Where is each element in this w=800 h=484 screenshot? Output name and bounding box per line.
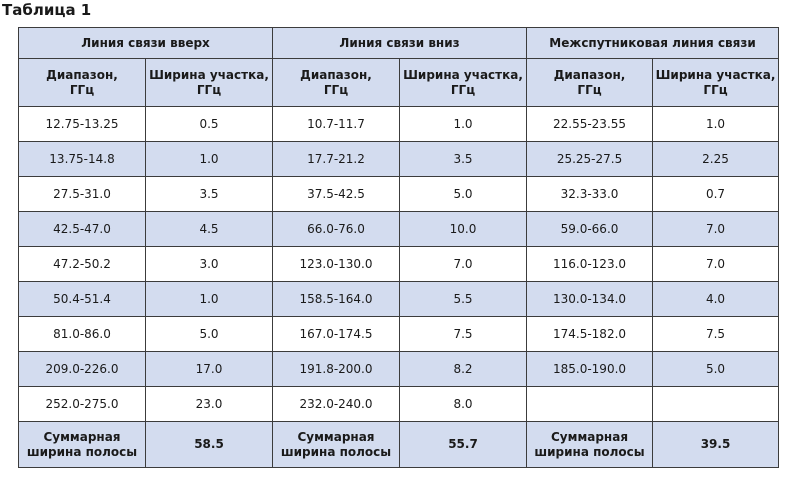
width-cell: 8.2	[398, 351, 528, 387]
total-row: Суммарная ширина полосы 58.5 Суммарная ш…	[18, 421, 780, 468]
range-cell: 81.0-86.0	[18, 316, 146, 352]
range-cell: 37.5-42.5	[272, 176, 400, 212]
width-cell: 3.0	[145, 246, 273, 282]
width-cell: 23.0	[145, 386, 273, 422]
total-label: Суммарная ширина полосы	[272, 421, 400, 468]
range-cell: 174.5-182.0	[526, 316, 654, 352]
total-value: 58.5	[145, 421, 273, 468]
group-header-intersatellite: Межспутниковая линия связи	[526, 27, 780, 59]
width-cell: 3.5	[145, 176, 273, 212]
width-cell: 1.0	[398, 106, 528, 142]
range-cell: 123.0-130.0	[272, 246, 400, 282]
range-cell: 209.0-226.0	[18, 351, 146, 387]
table-row: 252.0-275.0 23.0 232.0-240.0 8.0	[18, 386, 780, 422]
range-cell: 232.0-240.0	[272, 386, 400, 422]
width-cell: 1.0	[145, 141, 273, 177]
table-row: 12.75-13.25 0.5 10.7-11.7 1.0 22.55-23.55 1.0	[18, 106, 780, 142]
width-cell: 7.5	[398, 316, 528, 352]
total-label: Суммарная ширина полосы	[526, 421, 654, 468]
range-cell: 47.2-50.2	[18, 246, 146, 282]
range-cell: 130.0-134.0	[526, 281, 654, 317]
range-cell: 191.8-200.0	[272, 351, 400, 387]
width-cell: 7.0	[398, 246, 528, 282]
range-cell: 59.0-66.0	[526, 211, 654, 247]
width-cell: 7.0	[652, 211, 780, 247]
column-header-range: Диапазон, ГГц	[18, 58, 146, 107]
width-cell: 5.0	[145, 316, 273, 352]
total-value: 39.5	[652, 421, 780, 468]
width-cell: 3.5	[398, 141, 528, 177]
column-header-width: Ширина участка, ГГц	[652, 58, 780, 107]
width-cell: 5.0	[652, 351, 780, 387]
width-cell: 10.0	[398, 211, 528, 247]
table-row: 47.2-50.2 3.0 123.0-130.0 7.0 116.0-123.0 7.0	[18, 246, 780, 282]
width-cell: 0.7	[652, 176, 780, 212]
range-cell: 17.7-21.2	[272, 141, 400, 177]
range-cell: 66.0-76.0	[272, 211, 400, 247]
table-row: 81.0-86.0 5.0 167.0-174.5 7.5 174.5-182.0 7.5	[18, 316, 780, 352]
width-cell: 7.5	[652, 316, 780, 352]
range-cell: 185.0-190.0	[526, 351, 654, 387]
range-cell: 32.3-33.0	[526, 176, 654, 212]
sub-header-row: Диапазон, ГГц Ширина участка, ГГц Диапаз…	[18, 58, 780, 107]
range-cell: 27.5-31.0	[18, 176, 146, 212]
width-cell: 0.5	[145, 106, 273, 142]
table-row: 209.0-226.0 17.0 191.8-200.0 8.2 185.0-190.0…	[18, 351, 780, 387]
range-cell: 158.5-164.0	[272, 281, 400, 317]
range-cell: 22.55-23.55	[526, 106, 654, 142]
group-header-downlink: Линия связи вниз	[271, 27, 528, 59]
range-cell: 12.75-13.25	[18, 106, 146, 142]
range-cell: 25.25-27.5	[526, 141, 654, 177]
table-row: 50.4-51.4 1.0 158.5-164.0 5.5 130.0-134.0 4.0	[18, 281, 780, 317]
range-cell: 10.7-11.7	[272, 106, 400, 142]
width-cell: 7.0	[652, 246, 780, 282]
table-row: 27.5-31.0 3.5 37.5-42.5 5.0 32.3-33.0 0.7	[18, 176, 780, 212]
width-cell: 4.5	[145, 211, 273, 247]
width-cell: 8.0	[398, 386, 528, 422]
table-row: 13.75-14.8 1.0 17.7-21.2 3.5 25.25-27.5 2.25	[18, 141, 780, 177]
range-cell: 50.4-51.4	[18, 281, 146, 317]
range-cell: 252.0-275.0	[18, 386, 146, 422]
table-body: 12.75-13.25 0.5 10.7-11.7 1.0 22.55-23.55 1.0…	[18, 106, 780, 422]
range-cell: 42.5-47.0	[18, 211, 146, 247]
width-cell: 5.0	[398, 176, 528, 212]
column-header-width: Ширина участка, ГГц	[398, 58, 528, 107]
group-header-row: Линия связи вверх Линия связи вниз Межсп…	[18, 27, 780, 59]
width-cell: 17.0	[145, 351, 273, 387]
range-cell: 13.75-14.8	[18, 141, 146, 177]
width-cell: 1.0	[652, 106, 780, 142]
width-cell: 5.5	[398, 281, 528, 317]
range-cell	[526, 386, 654, 422]
total-label: Суммарная ширина полосы	[18, 421, 146, 468]
total-value: 55.7	[398, 421, 528, 468]
range-cell: 167.0-174.5	[272, 316, 400, 352]
width-cell	[652, 386, 780, 422]
width-cell: 2.25	[652, 141, 780, 177]
column-header-width: Ширина участка, ГГц	[145, 58, 273, 107]
width-cell: 1.0	[145, 281, 273, 317]
frequency-bands-table: Линия связи вверх Линия связи вниз Межсп…	[18, 27, 780, 468]
width-cell: 4.0	[652, 281, 780, 317]
column-header-range: Диапазон, ГГц	[272, 58, 400, 107]
column-header-range: Диапазон, ГГц	[526, 58, 654, 107]
table-row: 42.5-47.0 4.5 66.0-76.0 10.0 59.0-66.0 7.0	[18, 211, 780, 247]
group-header-uplink: Линия связи вверх	[18, 27, 273, 59]
range-cell: 116.0-123.0	[526, 246, 654, 282]
table-caption: Таблица 1	[2, 1, 92, 19]
